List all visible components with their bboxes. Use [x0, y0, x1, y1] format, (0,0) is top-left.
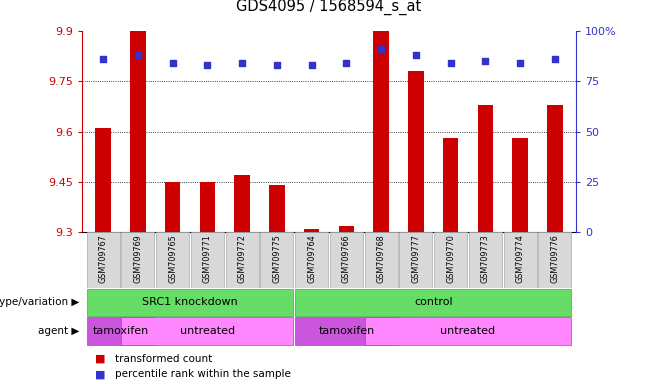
- Point: [202, 62, 213, 68]
- Text: GSM709768: GSM709768: [376, 234, 386, 283]
- Text: genotype/variation ▶: genotype/variation ▶: [0, 297, 79, 308]
- Text: GSM709765: GSM709765: [168, 234, 177, 283]
- Text: GSM709777: GSM709777: [411, 234, 420, 283]
- Point: [376, 46, 386, 52]
- Text: GSM709772: GSM709772: [238, 234, 247, 283]
- Bar: [191, 232, 224, 288]
- Bar: [434, 232, 467, 288]
- Text: GSM709766: GSM709766: [342, 234, 351, 283]
- Bar: [87, 232, 120, 288]
- Bar: [234, 175, 250, 232]
- Bar: [295, 232, 328, 288]
- Point: [445, 60, 456, 66]
- Text: ■: ■: [95, 354, 106, 364]
- Point: [237, 60, 247, 66]
- Text: untreated: untreated: [180, 326, 235, 336]
- Bar: [373, 31, 389, 232]
- Bar: [164, 182, 180, 232]
- Text: GSM709769: GSM709769: [134, 234, 142, 283]
- Point: [411, 52, 421, 58]
- Bar: [295, 317, 397, 345]
- Bar: [295, 289, 571, 316]
- Bar: [513, 138, 528, 232]
- Bar: [87, 317, 155, 345]
- Bar: [261, 232, 293, 288]
- Bar: [478, 105, 494, 232]
- Point: [272, 62, 282, 68]
- Text: GSM709776: GSM709776: [550, 234, 559, 283]
- Point: [167, 60, 178, 66]
- Text: GSM709770: GSM709770: [446, 234, 455, 283]
- Bar: [304, 229, 319, 232]
- Text: percentile rank within the sample: percentile rank within the sample: [115, 369, 291, 379]
- Text: control: control: [414, 297, 453, 308]
- Point: [98, 56, 109, 62]
- Bar: [156, 232, 189, 288]
- Text: GSM709775: GSM709775: [272, 234, 282, 283]
- Bar: [269, 185, 285, 232]
- Bar: [121, 317, 293, 345]
- Bar: [547, 105, 563, 232]
- Bar: [443, 138, 459, 232]
- Text: GSM709771: GSM709771: [203, 234, 212, 283]
- Bar: [121, 232, 155, 288]
- Bar: [365, 232, 397, 288]
- Bar: [399, 232, 432, 288]
- Bar: [199, 182, 215, 232]
- Bar: [226, 232, 259, 288]
- Text: untreated: untreated: [440, 326, 495, 336]
- Bar: [538, 232, 571, 288]
- Text: agent ▶: agent ▶: [38, 326, 79, 336]
- Bar: [469, 232, 502, 288]
- Point: [341, 60, 351, 66]
- Text: tamoxifen: tamoxifen: [92, 326, 149, 336]
- Point: [307, 62, 317, 68]
- Text: GSM709774: GSM709774: [516, 234, 524, 283]
- Text: ■: ■: [95, 369, 106, 379]
- Text: tamoxifen: tamoxifen: [318, 326, 374, 336]
- Bar: [130, 31, 145, 232]
- Bar: [365, 317, 571, 345]
- Text: SRC1 knockdown: SRC1 knockdown: [142, 297, 238, 308]
- Text: GSM709767: GSM709767: [99, 234, 108, 283]
- Bar: [503, 232, 537, 288]
- Bar: [339, 226, 354, 232]
- Bar: [408, 71, 424, 232]
- Text: GDS4095 / 1568594_s_at: GDS4095 / 1568594_s_at: [236, 0, 422, 15]
- Text: GSM709764: GSM709764: [307, 234, 316, 283]
- Text: GSM709773: GSM709773: [481, 234, 490, 283]
- Text: transformed count: transformed count: [115, 354, 213, 364]
- Bar: [330, 232, 363, 288]
- Bar: [87, 289, 293, 316]
- Point: [480, 58, 491, 64]
- Point: [515, 60, 525, 66]
- Bar: [95, 128, 111, 232]
- Point: [133, 52, 143, 58]
- Point: [549, 56, 560, 62]
